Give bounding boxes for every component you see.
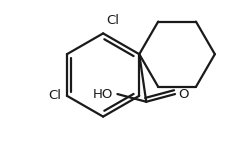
Text: HO: HO — [93, 88, 113, 100]
Text: Cl: Cl — [48, 89, 61, 102]
Text: O: O — [178, 88, 189, 100]
Text: Cl: Cl — [106, 14, 119, 27]
